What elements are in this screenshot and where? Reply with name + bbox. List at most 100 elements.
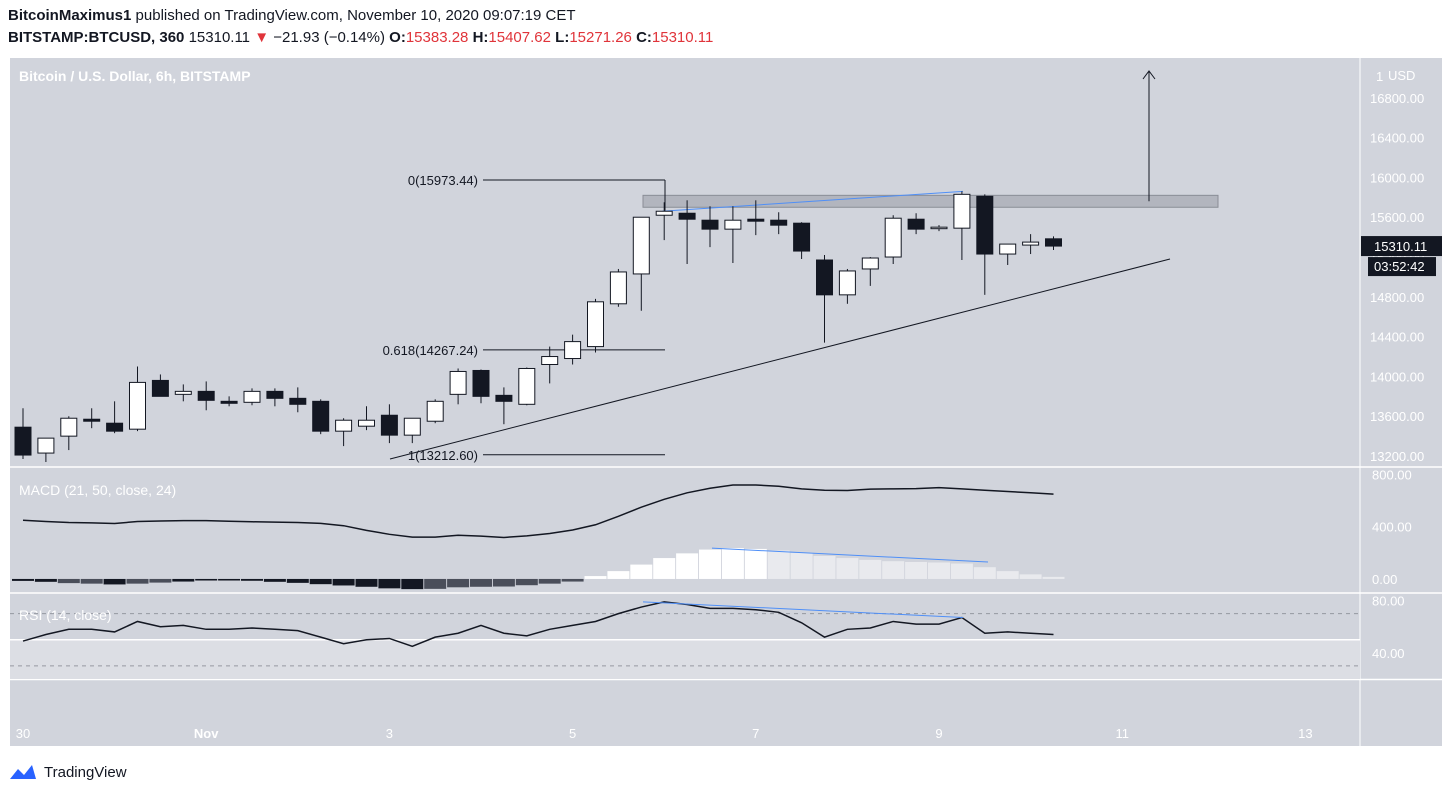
author-name[interactable]: BitcoinMaximus1	[8, 7, 132, 24]
macd-histogram-bar	[813, 555, 836, 579]
price-axis-background	[1360, 58, 1442, 746]
high-value: 15407.62	[488, 29, 551, 46]
macd-histogram-bar	[195, 578, 218, 581]
divergence-line-rsi	[642, 601, 964, 619]
candle-body	[426, 400, 444, 422]
candle-body	[907, 218, 925, 230]
resistance-zone	[642, 194, 1219, 208]
price-axis-tick: 13200.00	[1370, 449, 1424, 464]
change-value: −21.93 (−0.14%)	[273, 29, 385, 46]
rsi-line	[22, 601, 1054, 648]
macd-histogram-bar	[676, 553, 699, 579]
macd-title: MACD (21, 50, close, 24)	[19, 482, 176, 498]
macd-histogram-bar	[699, 549, 721, 579]
time-axis-tick: 13	[1298, 726, 1312, 741]
candle-body	[312, 400, 330, 432]
last-price-tag-text: 15310.11	[1374, 239, 1427, 254]
macd-histogram-bar	[836, 558, 859, 579]
macd-histogram-bar	[515, 578, 538, 586]
support-trendline	[389, 258, 1171, 460]
low-value: 15271.26	[569, 29, 632, 46]
divergence-line-price	[661, 190, 964, 212]
fib-level-label: 1(13212.60)	[408, 448, 478, 463]
macd-histogram-bar	[538, 578, 561, 584]
macd-histogram-bar	[12, 578, 34, 581]
candle-body	[632, 216, 650, 275]
time-axis-background	[10, 680, 1360, 746]
change-arrow-icon: ▼	[254, 29, 270, 46]
macd-histogram-bar	[607, 571, 630, 579]
macd-histogram-bar	[80, 578, 103, 584]
candle-body	[151, 379, 169, 397]
macd-histogram-bar	[928, 562, 950, 579]
candle-body	[129, 381, 146, 430]
candle-body	[747, 218, 765, 222]
candle-body	[495, 394, 513, 402]
macd-histogram-bar	[470, 578, 492, 587]
rsi-title: RSI (14, close)	[19, 607, 112, 623]
candle-body	[816, 259, 833, 296]
candle-body	[449, 370, 467, 395]
plot-background	[10, 58, 1360, 679]
candle-body	[838, 270, 856, 296]
macd-histogram-bar	[378, 578, 401, 589]
macd-histogram-bar	[34, 578, 57, 582]
macd-histogram-bar	[172, 578, 195, 582]
macd-histogram-bar	[126, 578, 149, 584]
last-price: 15310.11	[188, 29, 251, 46]
candle-body	[793, 222, 811, 252]
macd-histogram-bar	[630, 564, 653, 579]
candle-body	[541, 356, 559, 365]
macd-axis-tick: 400.00	[1372, 520, 1412, 535]
macd-histogram-bar	[492, 578, 515, 587]
macd-histogram-bar	[241, 578, 263, 581]
countdown-tag-text: 03:52:42	[1374, 259, 1425, 274]
price-axis-tick: 16000.00	[1370, 170, 1424, 185]
candle-body	[60, 417, 78, 437]
low-label: L:	[555, 29, 570, 46]
macd-histogram-bar	[721, 548, 744, 579]
candle-body	[678, 212, 696, 220]
currency-label: USD	[1388, 68, 1415, 83]
fib-level-label: 0(15973.44)	[408, 173, 478, 188]
candle-body	[37, 437, 55, 454]
macd-histogram-bar	[996, 571, 1019, 579]
macd-histogram-bar	[309, 578, 332, 585]
chart-title: Bitcoin / U.S. Dollar, 6h, BITSTAMP	[19, 68, 251, 84]
candle-body	[174, 390, 192, 395]
macd-histogram-bar	[584, 576, 607, 579]
candle-body	[587, 301, 604, 348]
tradingview-logo[interactable]: TradingView	[8, 763, 127, 781]
price-axis-tick: 1	[1376, 69, 1383, 84]
macd-histogram-bar	[447, 578, 470, 588]
candle-body	[106, 422, 124, 432]
candle-body	[266, 390, 284, 399]
macd-histogram-bar	[767, 550, 790, 579]
candle-body	[953, 193, 971, 229]
macd-histogram-bar	[355, 578, 378, 587]
ohlc-legend: BITSTAMP:BTCUSD, 360 15310.11 ▼ −21.93 (…	[8, 29, 713, 46]
macd-histogram-bar	[790, 552, 813, 579]
price-axis-tick: 16800.00	[1370, 91, 1424, 106]
candle-body	[518, 367, 536, 405]
time-axis-tick: 11	[1115, 726, 1129, 741]
macd-axis-tick: 0.00	[1372, 572, 1397, 587]
candle-body	[335, 419, 353, 432]
candle-body	[861, 257, 879, 270]
macd-histogram-bar	[332, 578, 355, 586]
publish-info: BitcoinMaximus1 published on TradingView…	[8, 7, 576, 24]
candle-body	[564, 341, 582, 360]
macd-histogram-bar	[103, 578, 126, 585]
macd-histogram-bar	[653, 558, 676, 579]
time-axis-tick: 7	[752, 726, 759, 741]
macd-line	[22, 484, 1054, 539]
macd-histogram-bar	[149, 578, 172, 583]
candle-body	[724, 219, 742, 230]
candle-body	[197, 390, 215, 401]
candle-body	[999, 243, 1017, 255]
candle-body	[701, 219, 719, 230]
price-axis-tick: 14400.00	[1370, 330, 1424, 345]
last-price-tag	[1361, 236, 1442, 257]
macd-histogram-bar	[882, 561, 905, 579]
